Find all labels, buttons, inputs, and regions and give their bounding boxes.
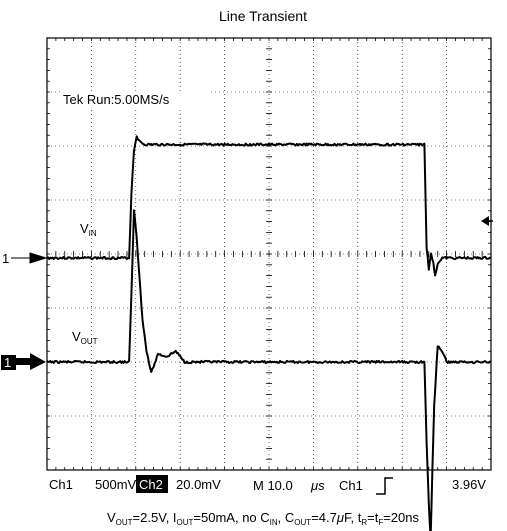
trigger-label: Ch1 — [339, 478, 363, 493]
ch2-scale: 20.0mV — [176, 477, 221, 492]
ch2-marker-label: 1 — [4, 355, 11, 370]
test-conditions: VOUT=2.5V, IOUT=50mA, no CIN, COUT=4.7μF… — [107, 510, 420, 527]
ch1-label: Ch1 — [49, 477, 73, 492]
ch2-label-bg — [136, 475, 168, 493]
trace-vin — [46, 135, 492, 277]
ch2-ground-marker: 1 — [1, 353, 46, 370]
ch1-scale: 500mV — [95, 477, 137, 492]
trace-vout — [46, 209, 492, 531]
run-status-bg — [60, 91, 210, 108]
ch1-ground-marker: 1 — [2, 251, 48, 266]
ch1-marker-label: 1 — [2, 251, 9, 266]
status-bar: Ch1 500mV Ch2 20.0mV M 10.0 μs Ch1 3.96V — [49, 475, 486, 495]
graticule — [46, 37, 492, 471]
figure-title: Line Transient — [219, 8, 307, 24]
rising-edge-icon — [376, 477, 393, 495]
vin-label: VIN — [80, 221, 97, 238]
ch2-label: Ch2 — [139, 477, 163, 492]
run-status: Tek Run:5.00MS/s — [63, 92, 170, 107]
trigger-level: 3.96V — [452, 477, 486, 492]
time-label: M 10.0 — [253, 478, 293, 493]
time-unit: μs — [310, 478, 325, 493]
trigger-level-marker — [481, 216, 493, 226]
traces — [46, 135, 492, 531]
vout-label: VOUT — [72, 329, 98, 346]
